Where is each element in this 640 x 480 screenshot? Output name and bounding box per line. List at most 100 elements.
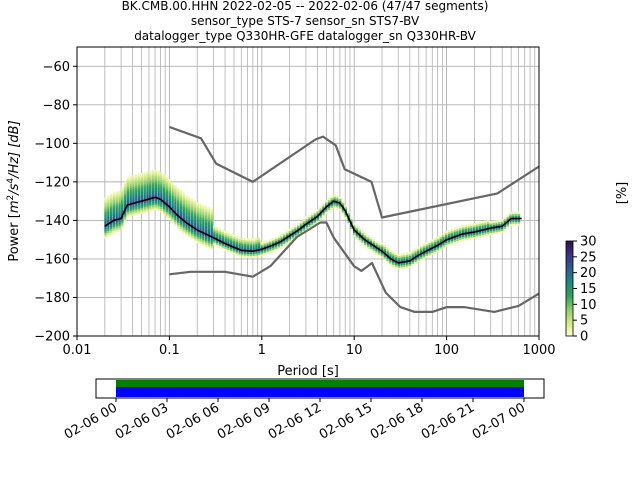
pdf-cell xyxy=(196,211,199,215)
pdf-cell xyxy=(492,230,495,233)
pdf-cell xyxy=(151,204,155,207)
pdf-cell xyxy=(216,232,219,236)
pdf-cell xyxy=(165,186,169,189)
pdf-cell xyxy=(213,233,216,236)
pdf-cell xyxy=(132,186,135,190)
pdf-cell xyxy=(154,188,158,192)
pdf-cell xyxy=(235,241,239,244)
pdf-cell xyxy=(257,239,261,242)
pdf-cell xyxy=(470,229,473,232)
pdf-cell xyxy=(174,217,177,221)
pdf-cell xyxy=(252,251,255,255)
pdf-cell xyxy=(249,255,252,259)
pdf-cell xyxy=(238,252,241,255)
pdf-cell xyxy=(163,178,166,181)
pdf-cell xyxy=(350,224,353,228)
pdf-cell xyxy=(470,233,473,236)
pdf-cell xyxy=(104,207,107,210)
pdf-cell xyxy=(107,211,110,214)
pdf-cell xyxy=(486,229,490,232)
pdf-cell xyxy=(168,194,171,197)
pdf-cell xyxy=(325,200,328,203)
pdf-cell xyxy=(218,235,222,239)
pdf-cell xyxy=(336,197,339,200)
pdf-cell xyxy=(436,247,440,251)
pdf-cell xyxy=(129,195,132,198)
pdf-cell xyxy=(176,201,180,204)
pdf-cell xyxy=(422,243,426,246)
pdf-cell xyxy=(305,216,308,220)
pdf-cell xyxy=(210,222,213,225)
pdf-cell xyxy=(257,252,261,255)
pdf-cell xyxy=(325,202,328,205)
pdf-cell xyxy=(389,255,392,258)
pdf-cell xyxy=(436,245,440,249)
pdf-cell xyxy=(271,241,275,245)
pdf-cell xyxy=(199,203,202,206)
pdf-cell xyxy=(498,223,501,226)
pdf-cell xyxy=(478,227,482,230)
pdf-cell xyxy=(221,243,225,246)
pdf-cell xyxy=(146,177,149,180)
pdf-cell xyxy=(481,224,484,228)
pdf-cell xyxy=(302,226,306,229)
pdf-cell xyxy=(397,255,401,259)
pdf-cell xyxy=(135,191,138,195)
pdf-cell xyxy=(227,239,230,243)
pdf-cell xyxy=(121,220,124,223)
pdf-cell xyxy=(330,207,333,210)
pdf-cell xyxy=(311,213,314,216)
pdf-cell xyxy=(241,243,244,246)
pdf-cell xyxy=(202,235,205,238)
pdf-cell xyxy=(204,238,208,242)
pdf-cell xyxy=(179,199,183,203)
pdf-cell xyxy=(464,226,468,229)
pdf-cell xyxy=(221,247,225,250)
pdf-cell xyxy=(285,238,289,241)
pdf-cell xyxy=(216,242,219,245)
pdf-cell xyxy=(104,220,107,224)
pdf-cell xyxy=(190,223,194,226)
pdf-cell xyxy=(500,223,504,226)
pdf-cell xyxy=(241,251,244,254)
pdf-cell xyxy=(414,261,417,265)
pdf-cell xyxy=(143,202,146,206)
pdf-cell xyxy=(288,236,292,239)
pdf-cell xyxy=(461,228,465,232)
pdf-cell xyxy=(174,223,177,226)
pdf-cell xyxy=(109,226,113,230)
pdf-cell xyxy=(190,208,194,211)
pdf-cell xyxy=(364,240,367,244)
pdf-cell xyxy=(163,174,166,177)
pdf-cell xyxy=(336,199,339,202)
pdf-cell xyxy=(403,254,406,258)
pdf-cell xyxy=(176,206,180,210)
pdf-cell xyxy=(118,219,121,223)
pdf-cell xyxy=(157,181,160,185)
pdf-cell xyxy=(171,187,174,191)
pdf-cell xyxy=(126,211,130,214)
plot-frame xyxy=(76,46,540,337)
pdf-cell xyxy=(221,245,225,248)
pdf-cell xyxy=(366,246,370,249)
pdf-cell xyxy=(126,195,130,199)
pdf-cell xyxy=(431,239,434,242)
pdf-cell xyxy=(319,206,322,209)
pdf-cell xyxy=(241,239,244,242)
pdf-cell xyxy=(112,209,116,212)
pdf-cell xyxy=(202,210,205,213)
pdf-cell xyxy=(436,242,440,245)
pdf-cell xyxy=(199,228,202,231)
pdf-cell xyxy=(291,234,294,237)
pdf-cell xyxy=(115,220,118,223)
pdf-cell xyxy=(132,204,135,207)
pdf-cell xyxy=(171,203,174,206)
pdf-cell xyxy=(369,238,373,242)
pdf-cell xyxy=(118,204,121,207)
pdf-cell xyxy=(224,236,227,240)
pdf-cell xyxy=(190,229,194,232)
pdf-cell xyxy=(364,244,367,248)
pdf-cell xyxy=(202,224,205,227)
pdf-cell xyxy=(386,247,389,250)
pdf-cell xyxy=(104,218,107,222)
